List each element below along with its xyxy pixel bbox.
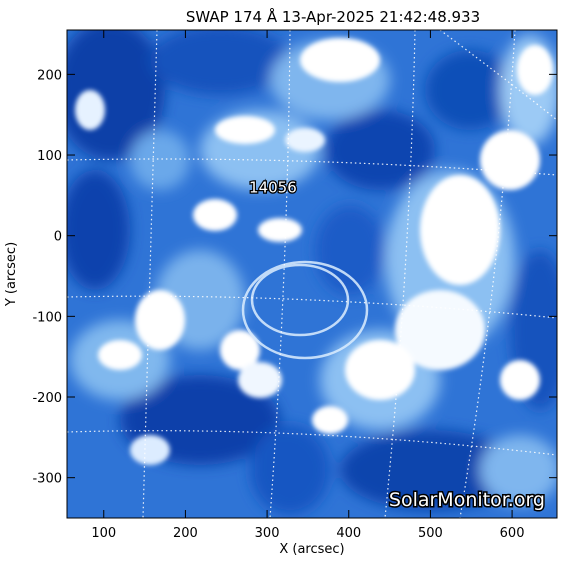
y-tick-label: 100 — [37, 149, 62, 164]
y-tick-label: -300 — [32, 472, 62, 487]
y-axis-ticks: 200 100 0 -100 -200 -300 — [32, 68, 557, 487]
y-tick-label: 200 — [37, 68, 62, 83]
solarmonitor-watermark: SolarMonitor.org — [389, 489, 545, 511]
heliographic-grid — [67, 30, 557, 518]
y-axis-label: Y (arcsec) — [4, 242, 19, 307]
plot-frame — [66, 29, 558, 519]
active-region-label: 14056 — [249, 178, 297, 196]
x-tick-label: 100 — [91, 526, 116, 541]
x-axis-ticks: 100 200 300 400 500 600 — [91, 30, 524, 541]
y-tick-label: -100 — [32, 310, 62, 325]
y-tick-label: -200 — [32, 391, 62, 406]
figure-title: SWAP 174 Å 13-Apr-2025 21:42:48.933 — [186, 7, 480, 26]
x-tick-label: 300 — [255, 526, 280, 541]
x-tick-label: 600 — [500, 526, 525, 541]
x-tick-label: 400 — [336, 526, 361, 541]
x-tick-label: 200 — [173, 526, 198, 541]
x-tick-label: 500 — [418, 526, 443, 541]
y-tick-label: 0 — [54, 230, 62, 245]
solar-euv-image — [67, 30, 557, 518]
x-axis-label: X (arcsec) — [279, 542, 344, 557]
